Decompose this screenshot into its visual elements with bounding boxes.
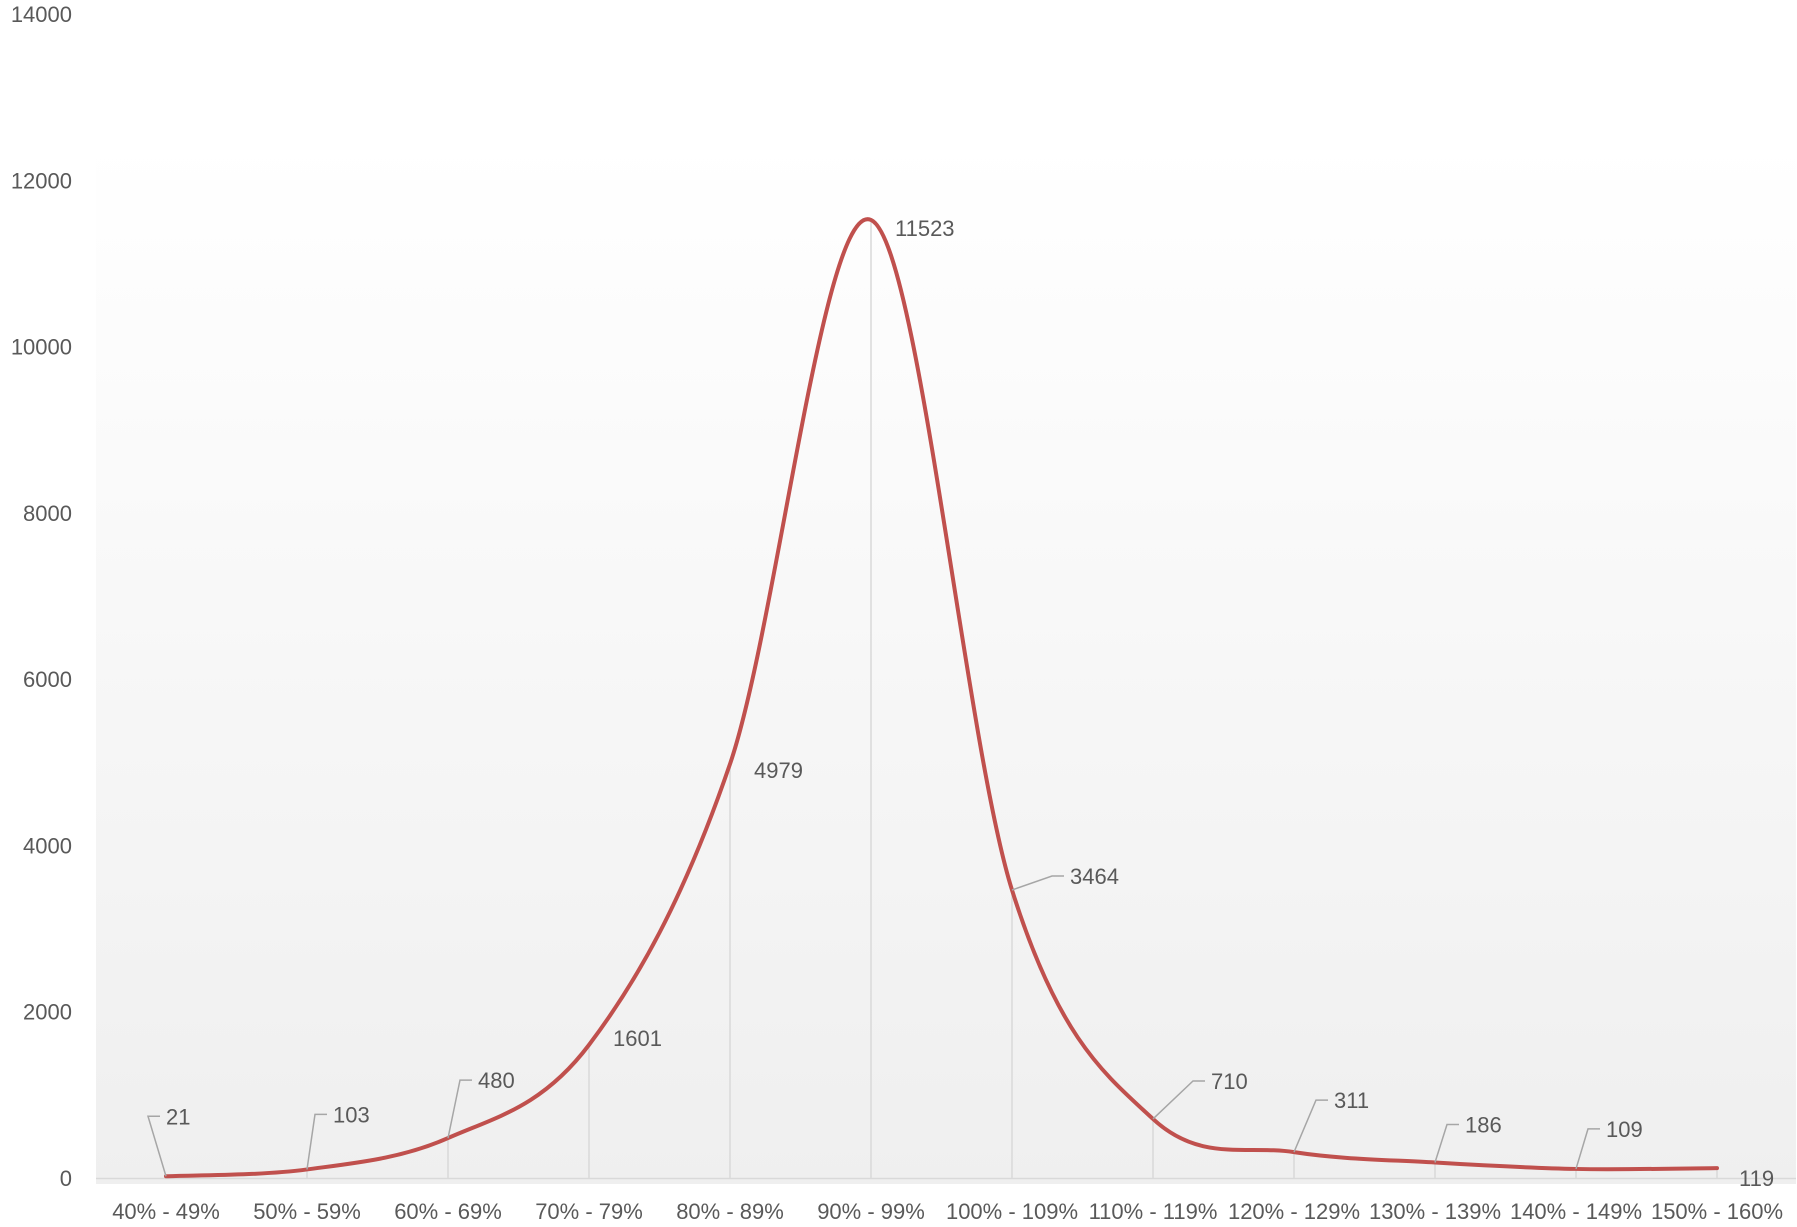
x-tick-label: 60% - 69% bbox=[394, 1199, 502, 1222]
data-label: 21 bbox=[166, 1104, 190, 1129]
x-tick-label: 50% - 59% bbox=[253, 1199, 361, 1222]
leader-line bbox=[306, 1113, 327, 1170]
x-tick-label: 110% - 119% bbox=[1089, 1199, 1218, 1222]
data-label: 710 bbox=[1211, 1069, 1248, 1094]
y-tick-label: 6000 bbox=[23, 667, 72, 692]
data-label: 119 bbox=[1739, 1166, 1774, 1191]
y-axis: 0 2000 4000 6000 8000 10000 12000 14000 bbox=[11, 2, 72, 1191]
data-label: 311 bbox=[1334, 1088, 1369, 1113]
x-tick-label: 90% - 99% bbox=[817, 1199, 925, 1222]
x-tick-label: 70% - 79% bbox=[535, 1199, 643, 1222]
x-tick-label: 150% - 160% bbox=[1651, 1199, 1783, 1222]
y-tick-label: 10000 bbox=[11, 335, 72, 360]
x-tick-label: 80% - 89% bbox=[676, 1199, 784, 1222]
y-tick-label: 14000 bbox=[11, 2, 72, 27]
x-tick-label: 40% - 49% bbox=[112, 1199, 220, 1222]
plot-background bbox=[96, 140, 1796, 1184]
y-tick-label: 0 bbox=[60, 1166, 72, 1191]
data-label: 1601 bbox=[613, 1026, 662, 1051]
data-label: 3464 bbox=[1070, 864, 1119, 889]
leader-line bbox=[1434, 1123, 1459, 1163]
leader-line bbox=[1575, 1128, 1600, 1170]
series-line bbox=[164, 217, 1719, 1179]
data-label: 186 bbox=[1465, 1113, 1502, 1138]
data-label: 103 bbox=[333, 1102, 370, 1127]
x-tick-label: 100% - 109% bbox=[946, 1199, 1078, 1222]
x-tick-label: 140% - 149% bbox=[1510, 1199, 1642, 1222]
data-label: 11523 bbox=[895, 216, 955, 241]
x-axis: 40% - 49% 50% - 59% 60% - 69% 70% - 79% 80% … bbox=[112, 1199, 1783, 1224]
y-tick-label: 4000 bbox=[23, 833, 72, 858]
x-tick-label: 130% - 139% bbox=[1369, 1199, 1501, 1222]
leader-lines bbox=[146, 875, 1600, 1177]
data-labels: 21 103 480 1601 4979 11523 3464 710 311 186 109 119 bbox=[166, 216, 1774, 1191]
data-label: 4979 bbox=[754, 758, 803, 783]
leader-line bbox=[1152, 1080, 1205, 1120]
data-label: 109 bbox=[1606, 1117, 1643, 1142]
leader-line bbox=[1293, 1099, 1328, 1153]
y-tick-label: 8000 bbox=[23, 501, 72, 526]
data-label: 480 bbox=[478, 1068, 515, 1093]
leader-line bbox=[146, 1115, 167, 1177]
x-tick-label: 120% - 129% bbox=[1228, 1199, 1360, 1222]
leader-line bbox=[447, 1079, 472, 1139]
y-tick-label: 12000 bbox=[11, 168, 72, 193]
y-tick-label: 2000 bbox=[23, 1000, 72, 1025]
leader-line bbox=[1011, 875, 1064, 891]
